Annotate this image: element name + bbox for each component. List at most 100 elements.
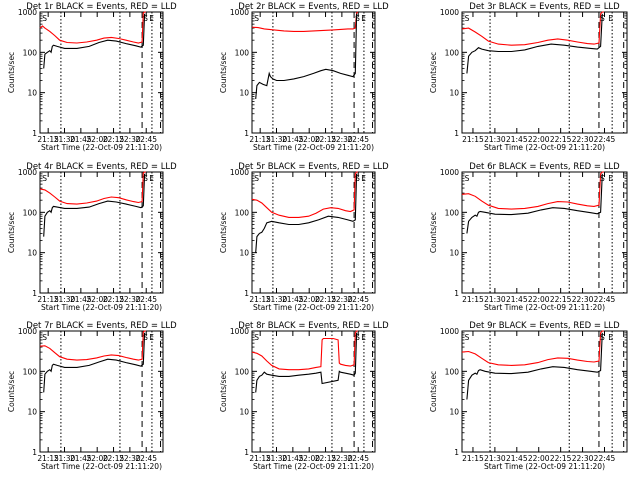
event-marker-label: E — [608, 333, 613, 342]
y-tick-label: 1000 — [18, 168, 37, 177]
series-line — [43, 13, 146, 69]
plot-frame — [39, 171, 164, 294]
x-tick-label: 22:00 — [298, 454, 320, 463]
x-tick-label: 22:30 — [119, 135, 141, 144]
chart-title: Det 5r BLACK = Events, RED = LLD — [238, 162, 389, 172]
x-tick-label: 22:00 — [528, 135, 550, 144]
event-marker-label: S — [42, 333, 47, 342]
y-tick-label: 10 — [449, 249, 459, 258]
y-axis-label: Counts/sec — [7, 212, 16, 253]
plot-frame — [461, 171, 628, 294]
event-marker-label: S — [254, 14, 259, 23]
chart-title: Det 1r BLACK = Events, RED = LLD — [26, 2, 177, 12]
y-tick-label: 100 — [235, 208, 250, 217]
series-line — [43, 332, 146, 393]
x-tick-label: 22:30 — [572, 295, 594, 304]
x-tick-label: 21:15 — [37, 454, 59, 463]
y-tick-label: 1000 — [230, 8, 249, 17]
x-axis-label: Start Time (22-Oct-09 21:11:20) — [484, 143, 605, 152]
x-axis-label: Start Time (22-Oct-09 21:11:20) — [484, 303, 605, 312]
event-marker-label: E — [149, 14, 154, 23]
y-tick-label: 10 — [27, 89, 37, 98]
y-axis-label: Counts/sec — [429, 212, 438, 253]
x-tick-label: 22:15 — [103, 295, 125, 304]
x-tick-label: 22:30 — [119, 295, 141, 304]
x-tick-label: 21:45 — [506, 295, 528, 304]
x-tick-label: 21:15 — [462, 454, 484, 463]
x-tick-label: 22:45 — [594, 295, 616, 304]
series-line — [466, 173, 603, 234]
x-tick-label: 22:15 — [550, 135, 572, 144]
y-tick-label: 10 — [239, 89, 249, 98]
y-tick-label: 1 — [454, 448, 459, 457]
event-marker-label: S — [600, 14, 605, 23]
chart-panel: Det 5r BLACK = Events, RED = LLD Counts/s… — [219, 162, 389, 312]
x-tick-label: 22:45 — [135, 454, 157, 463]
x-tick-label: 21:15 — [249, 454, 271, 463]
event-marker-label: E — [149, 174, 154, 183]
y-tick-label: 1 — [244, 129, 249, 138]
event-marker-label: E — [361, 333, 366, 342]
series-line — [461, 11, 604, 46]
y-tick-label: 10 — [449, 89, 459, 98]
chart-panel: Det 9r BLACK = Events, RED = LLD Counts/s… — [429, 321, 628, 471]
x-tick-label: 22:30 — [331, 295, 353, 304]
x-axis-label: Start Time (22-Oct-09 21:11:20) — [253, 303, 374, 312]
y-axis-label: Counts/sec — [7, 371, 16, 412]
y-tick-label: 100 — [23, 208, 38, 217]
x-tick-label: 22:45 — [594, 135, 616, 144]
x-tick-label: 22:00 — [298, 295, 320, 304]
x-tick-label: 21:15 — [249, 135, 271, 144]
event-marker-label: S — [143, 14, 148, 23]
y-axis-label: Counts/sec — [7, 52, 16, 93]
chart-title: Det 8r BLACK = Events, RED = LLD — [238, 321, 389, 331]
plot-frame — [251, 171, 376, 294]
series-line — [255, 173, 358, 253]
series-line — [39, 171, 146, 205]
x-tick-label: 22:30 — [119, 454, 141, 463]
x-tick-label: 22:00 — [528, 454, 550, 463]
y-axis-label: Counts/sec — [219, 212, 228, 253]
x-tick-label: 22:00 — [86, 295, 108, 304]
x-tick-label: 21:15 — [37, 295, 59, 304]
x-tick-label: 22:00 — [298, 135, 320, 144]
y-tick-label: 10 — [239, 249, 249, 258]
chart-panel: Det 1r BLACK = Events, RED = LLD Counts/s… — [7, 2, 177, 152]
x-tick-label: 21:30 — [54, 135, 76, 144]
y-tick-label: 1 — [244, 448, 249, 457]
x-tick-label: 22:45 — [347, 454, 369, 463]
y-tick-label: 1000 — [18, 8, 37, 17]
y-tick-label: 1 — [454, 129, 459, 138]
y-tick-label: 1 — [244, 289, 249, 298]
event-marker-label: S — [465, 174, 470, 183]
series-line — [466, 332, 603, 400]
y-tick-label: 100 — [445, 208, 460, 217]
x-tick-label: 22:30 — [572, 454, 594, 463]
x-tick-label: 21:30 — [266, 135, 288, 144]
x-tick-label: 21:30 — [484, 135, 506, 144]
x-axis-label: Start Time (22-Oct-09 21:11:20) — [41, 462, 162, 471]
plot-frame — [251, 11, 376, 134]
y-tick-label: 1000 — [440, 168, 459, 177]
event-marker-label: S — [254, 333, 259, 342]
chart-panel: Det 8r BLACK = Events, RED = LLD Counts/s… — [219, 321, 389, 471]
y-tick-label: 10 — [239, 408, 249, 417]
series-line — [466, 13, 603, 74]
event-marker-label: S — [355, 174, 360, 183]
x-tick-label: 21:30 — [484, 454, 506, 463]
x-tick-label: 21:30 — [484, 295, 506, 304]
x-tick-label: 22:00 — [528, 295, 550, 304]
x-tick-label: 22:30 — [572, 135, 594, 144]
x-tick-label: 21:45 — [70, 135, 92, 144]
x-tick-label: 21:15 — [462, 295, 484, 304]
event-marker-label: S — [465, 14, 470, 23]
series-line — [461, 171, 604, 210]
x-tick-label: 21:45 — [282, 295, 304, 304]
x-tick-label: 22:15 — [103, 135, 125, 144]
y-tick-label: 1 — [454, 289, 459, 298]
event-marker-label: S — [355, 14, 360, 23]
x-tick-label: 21:30 — [266, 454, 288, 463]
event-marker-label: S — [600, 174, 605, 183]
